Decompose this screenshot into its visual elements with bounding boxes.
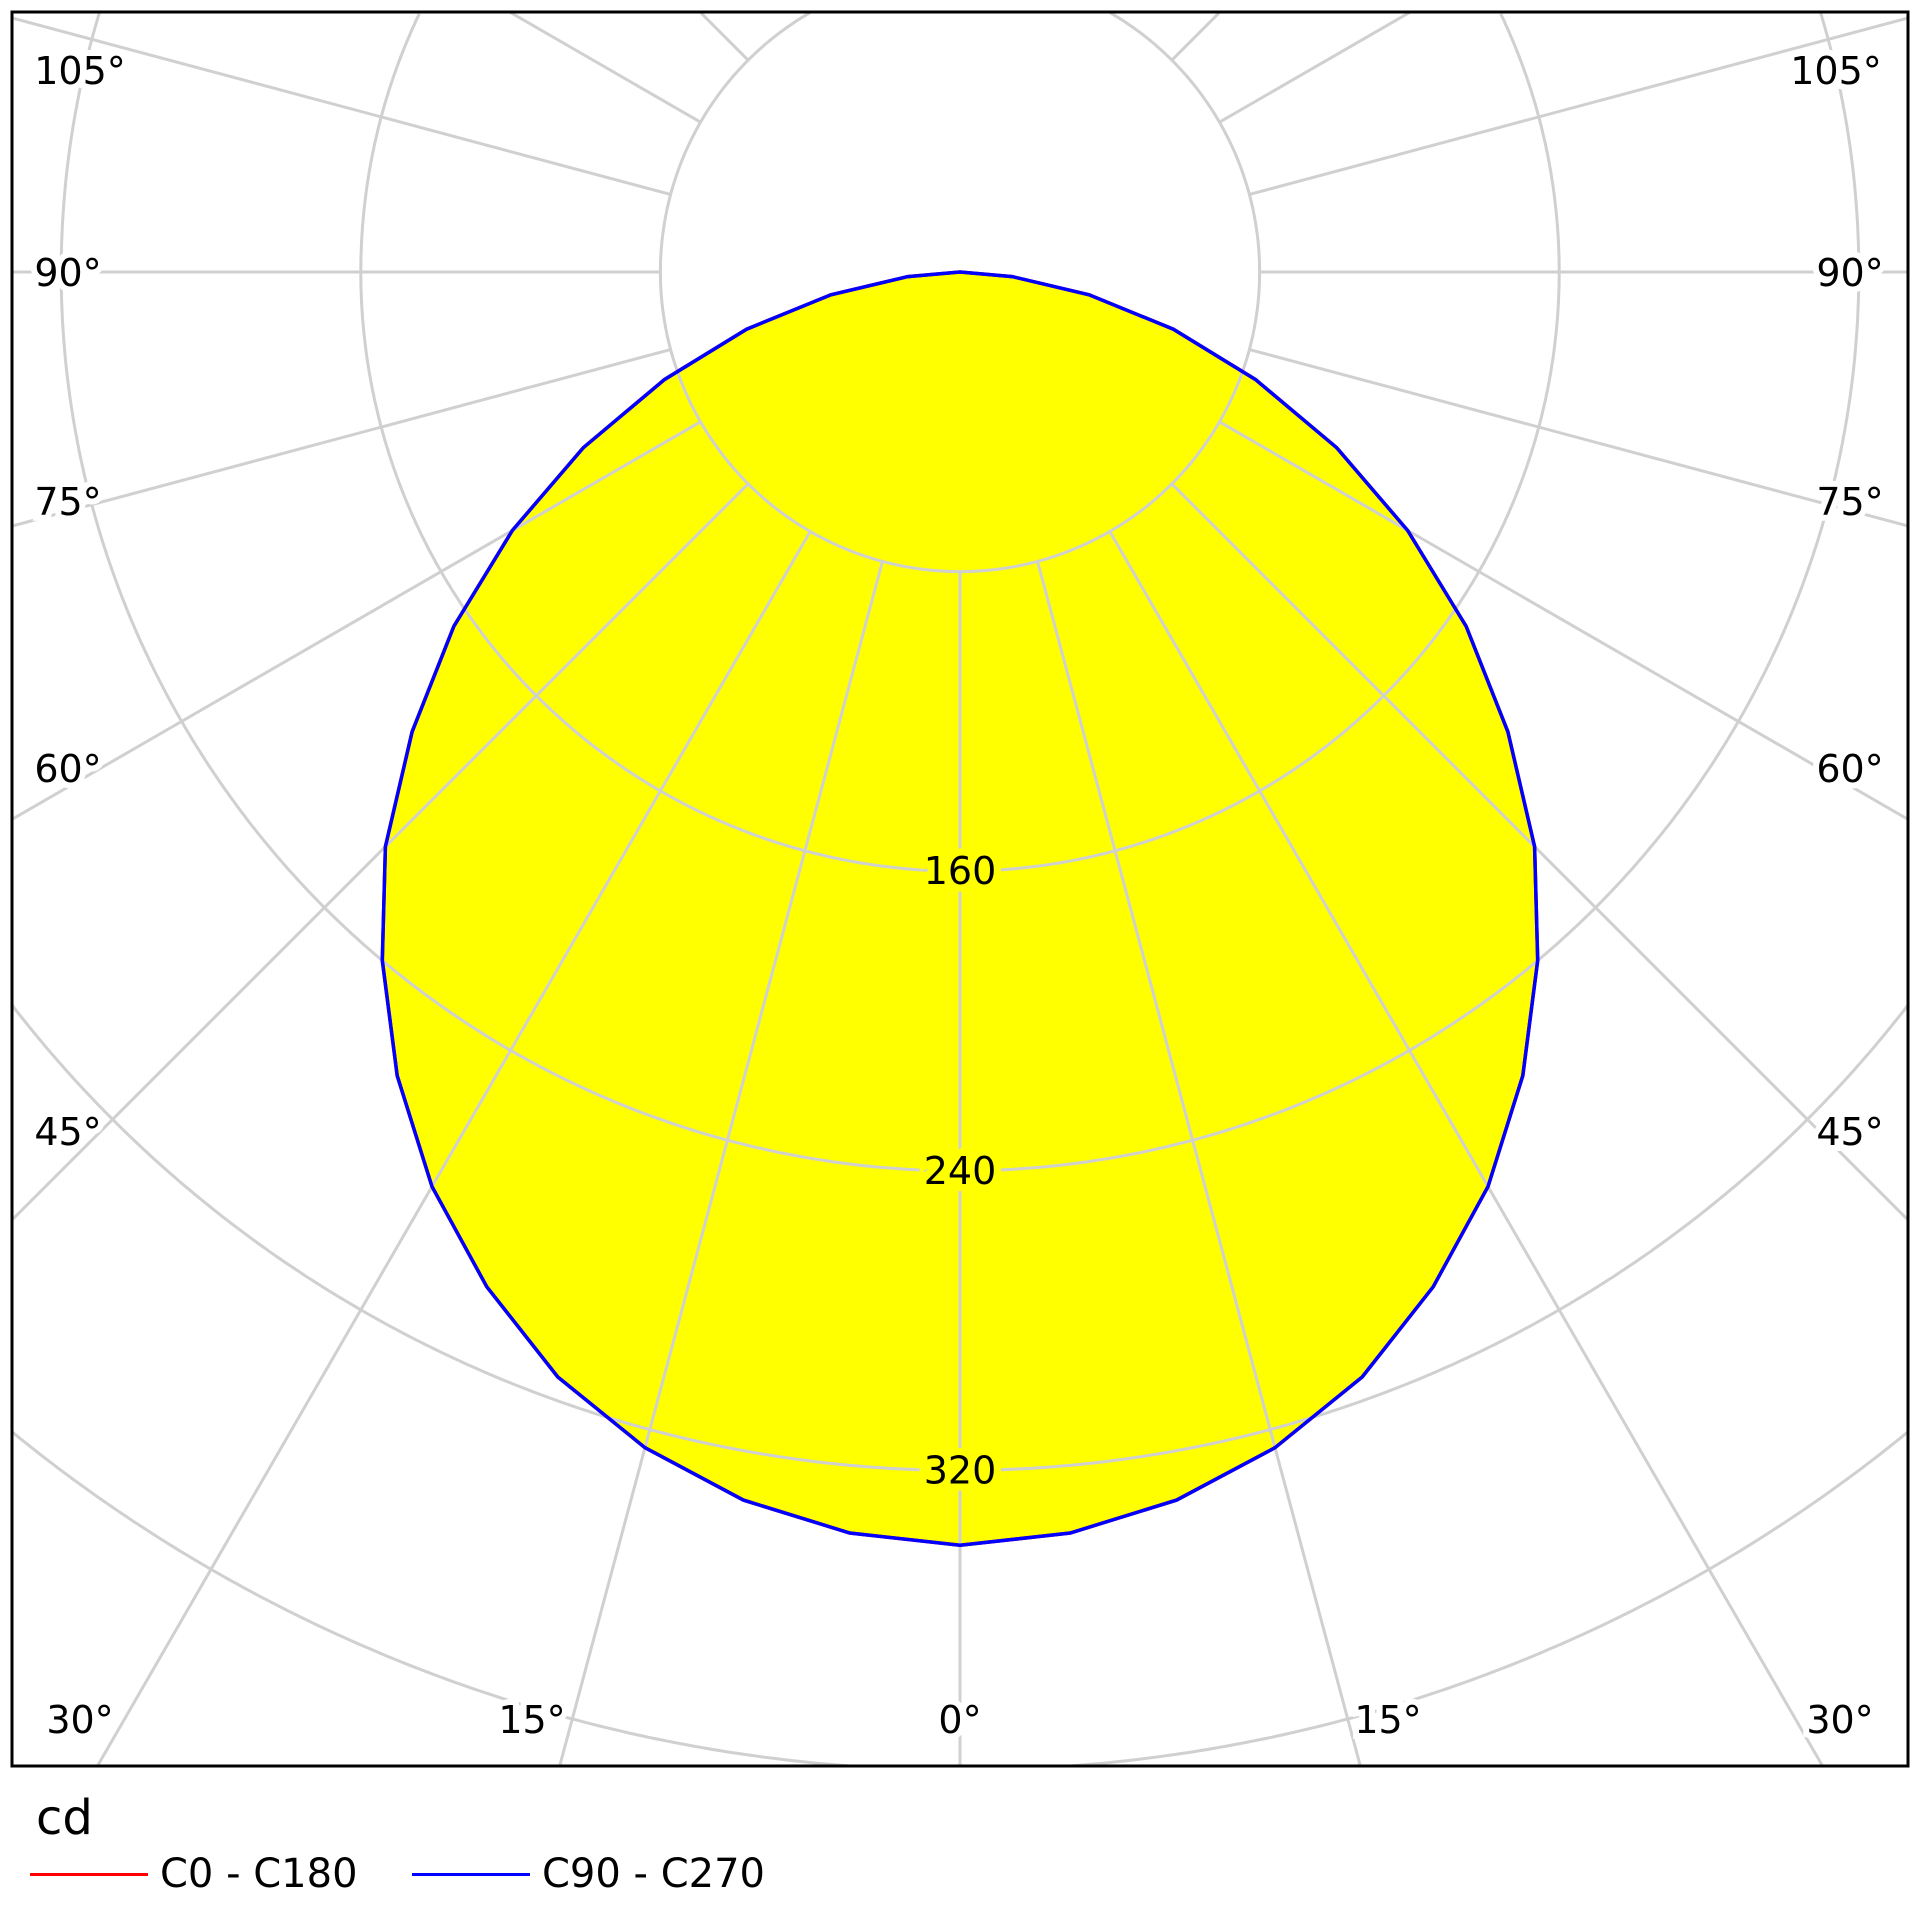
grid-spoke [1218, 12, 1412, 124]
plot-frame [10, 10, 1910, 1768]
grid-spoke [12, 482, 750, 1222]
angle-tick-label: 105° [1790, 49, 1882, 93]
grid-spoke [1218, 420, 1908, 821]
angle-tick-label: 45° [34, 1110, 101, 1154]
grid-spoke [1249, 348, 1908, 528]
angle-tick-label: 0° [938, 1698, 981, 1742]
angle-tick-label: 30° [1806, 1698, 1873, 1742]
radial-tick-label: 240 [924, 1149, 997, 1193]
grid-spoke [698, 12, 750, 62]
grid-spoke [1249, 16, 1908, 196]
grid-spoke [1108, 530, 1824, 1766]
unit-label: cd [36, 1790, 93, 1846]
radial-tick-label: 320 [924, 1448, 997, 1492]
grid-spoke [1036, 561, 1362, 1766]
angle-tick-label: 60° [1816, 747, 1883, 791]
legend-label: C0 - C180 [160, 1851, 358, 1897]
legend-swatch-blue [412, 1872, 530, 1876]
angle-tick-label: 30° [46, 1698, 113, 1742]
angle-tick-label: 90° [1816, 251, 1883, 295]
grid-spoke [1170, 12, 1222, 62]
grid-spoke [558, 561, 884, 1766]
legend-swatch-red [30, 1872, 148, 1876]
legend-item-c90-c270: C90 - C270 [412, 1850, 765, 1898]
angle-tick-label: 75° [34, 480, 101, 524]
angle-tick-label: 15° [498, 1698, 565, 1742]
grid-spoke [96, 530, 812, 1766]
legend-label: C90 - C270 [542, 1851, 765, 1897]
grid-spoke [1170, 482, 1908, 1222]
grid-spoke [508, 12, 702, 124]
angle-tick-label: 60° [34, 747, 101, 791]
grid-spoke [12, 420, 702, 821]
grid-ring [59, 12, 1861, 1173]
angle-tick-label: 15° [1354, 1698, 1421, 1742]
angle-tick-label: 45° [1816, 1110, 1883, 1154]
grid-ring [12, 1430, 1908, 1766]
angle-tick-label: 105° [34, 49, 126, 93]
angle-tick-label: 75° [1816, 480, 1883, 524]
grid-spoke [12, 348, 671, 528]
series-line-1 [380, 270, 1540, 1548]
radial-tick-label: 160 [924, 849, 997, 893]
legend-item-c0-c180: C0 - C180 [30, 1850, 358, 1898]
grid-spoke [12, 16, 671, 196]
angle-tick-label: 90° [34, 251, 101, 295]
